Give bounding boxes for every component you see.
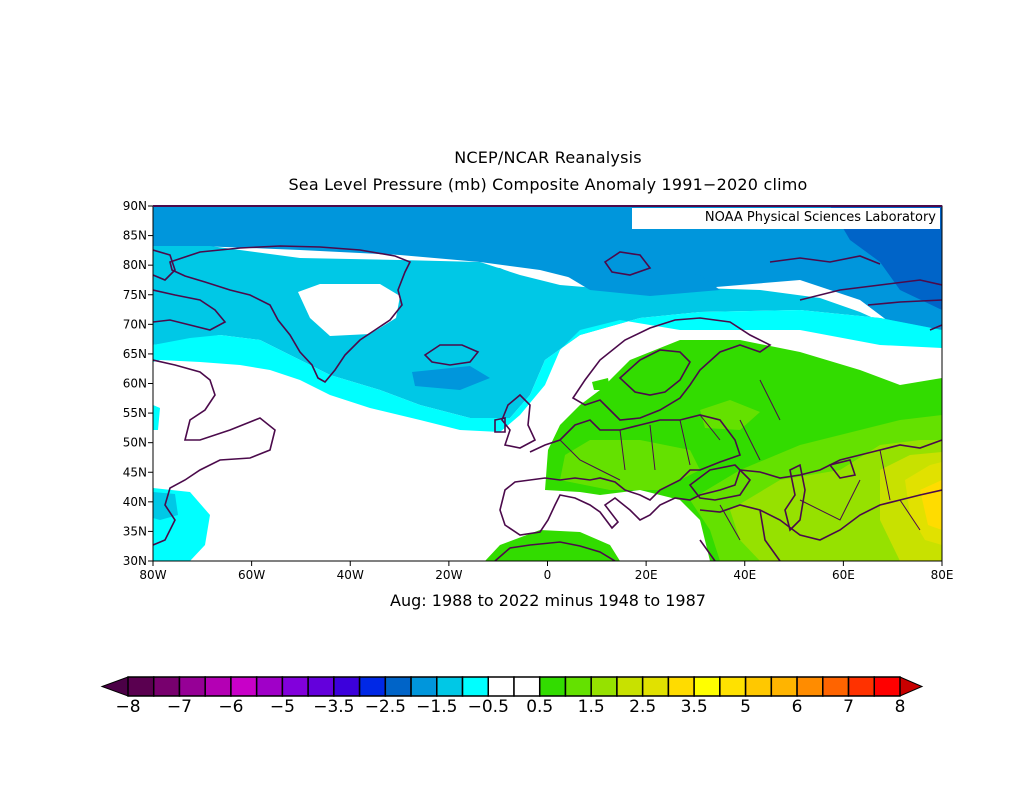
coastline-iceland xyxy=(423,344,480,366)
contour-fill-neg0-c xyxy=(153,405,160,430)
contour-fill-pos1 xyxy=(560,440,700,490)
coastline-british-isles xyxy=(494,393,537,449)
x-tick-label: 20E xyxy=(635,568,658,582)
x-tick-label: 40E xyxy=(733,568,756,582)
y-tick-label: 35N xyxy=(123,524,147,538)
y-tick-label: 85N xyxy=(123,229,147,243)
contour-fill-pos1-b xyxy=(700,400,760,430)
coastline-caspian xyxy=(784,463,806,532)
coastlines xyxy=(153,245,942,561)
contour-fill-pos05-b xyxy=(485,530,620,561)
contour-fill-pos05-c xyxy=(592,378,610,390)
x-tick-label: 80W xyxy=(139,568,166,582)
x-tick-label: 20W xyxy=(435,568,462,582)
y-tick-label: 70N xyxy=(123,317,147,331)
coastline-svalbard xyxy=(603,251,652,276)
y-tick-label: 50N xyxy=(123,436,147,450)
contour-fill-pos3 xyxy=(920,480,942,530)
chart-subtitle: Sea Level Pressure (mb) Composite Anomal… xyxy=(288,175,808,194)
coastline-africa xyxy=(494,539,716,561)
y-tick-label: 40N xyxy=(123,495,147,509)
y-tick-label: 75N xyxy=(123,288,147,302)
y-tick-label: 65N xyxy=(123,347,147,361)
y-axis: 30N 35N 40N 45N 50N 55N 60N 65N 70N 75N 80N 85N 90N xyxy=(123,199,153,568)
contour-fill-neg15 xyxy=(830,206,942,310)
x-tick-label: 60E xyxy=(832,568,855,582)
contour-fill-zero-greenland xyxy=(298,284,400,336)
x-tick-label: 80E xyxy=(931,568,954,582)
coastline-scandinavia xyxy=(571,317,772,421)
coastline-canada-arctic xyxy=(153,249,276,546)
y-tick-label: 90N xyxy=(123,199,147,213)
y-tick-label: 80N xyxy=(123,258,147,272)
x-tick-label: 60W xyxy=(238,568,265,582)
y-tick-label: 45N xyxy=(123,465,147,479)
coastline-europe-mainland xyxy=(499,414,942,536)
coastline-russia-arctic xyxy=(769,255,942,331)
contour-fill-neg1-patch2 xyxy=(412,366,490,390)
credit-label: NOAA Physical Sciences Laboratory xyxy=(632,208,940,229)
anomaly-field xyxy=(153,206,942,561)
x-tick-label: 40W xyxy=(337,568,364,582)
x-tick-label: 0 xyxy=(544,568,552,582)
contour-fill-pos15-b xyxy=(780,515,820,548)
composite-description: Aug: 1988 to 2022 minus 1948 to 1987 xyxy=(390,591,706,610)
x-axis: 80W 60W 40W 20W 0 20E 40E 60E 80E xyxy=(139,561,953,582)
contour-fill-neg0 xyxy=(153,310,942,432)
chart-title: NCEP/NCAR Reanalysis xyxy=(454,148,642,167)
contour-fill-neg1 xyxy=(153,206,942,345)
coastline-black-sea xyxy=(688,464,752,501)
y-tick-label: 55N xyxy=(123,406,147,420)
coastline-greenland xyxy=(169,245,412,384)
contour-fill-neg1-patch xyxy=(560,268,720,296)
y-tick-label: 30N xyxy=(123,554,147,568)
country-borders xyxy=(559,379,921,541)
y-tick-label: 60N xyxy=(123,377,147,391)
